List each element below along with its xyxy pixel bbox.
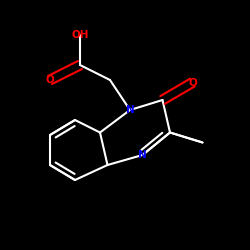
Text: OH: OH xyxy=(71,30,89,40)
Text: N: N xyxy=(126,105,134,115)
Text: O: O xyxy=(188,78,197,88)
Text: N: N xyxy=(138,150,147,160)
Text: O: O xyxy=(46,75,54,85)
